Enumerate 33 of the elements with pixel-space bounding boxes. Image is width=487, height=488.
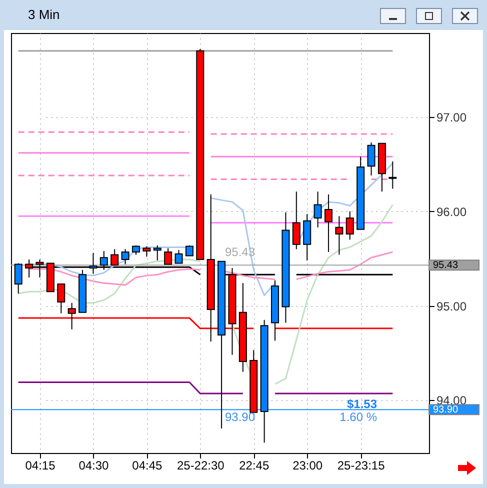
candlestick — [132, 244, 140, 256]
x-tick-label: 04:15 — [25, 458, 56, 472]
chart-title: 3 Min — [28, 7, 60, 22]
ref-line-label: 95.43 — [433, 260, 458, 272]
y-tick-label: 97.00 — [436, 110, 467, 124]
annotation: $1.53 — [346, 397, 378, 411]
y-tick-label: 96.00 — [436, 204, 467, 219]
candlestick — [292, 191, 300, 250]
y-tick-label: 95.00 — [436, 299, 467, 314]
candlestick — [346, 210, 354, 240]
x-tick-label: 23:00 — [292, 458, 323, 472]
candlestick — [142, 246, 151, 258]
x-tick-label: 04:30 — [78, 458, 110, 472]
candlestick — [314, 191, 322, 228]
candlestick — [14, 262, 22, 294]
candlestick — [57, 284, 66, 314]
candlestick — [324, 194, 332, 252]
candlestick — [164, 248, 172, 265]
candlestick — [185, 244, 194, 256]
ref-line-label: 93.90 — [433, 404, 458, 416]
candlestick — [174, 250, 183, 264]
candlestick — [335, 216, 344, 256]
annotation: 1.60 % — [340, 410, 378, 424]
candlestick — [121, 248, 130, 265]
annotation: 93.90 — [225, 410, 256, 424]
candlestick — [303, 214, 312, 261]
x-tick-label: 04:45 — [132, 458, 163, 472]
candlestick — [153, 244, 162, 261]
x-tick-label: 25-23:15 — [337, 458, 386, 472]
candlestick — [367, 142, 376, 176]
x-tick-label: 22:45 — [239, 458, 270, 472]
candlestick — [388, 160, 397, 190]
x-tick-label: 25-22:30 — [176, 458, 225, 472]
